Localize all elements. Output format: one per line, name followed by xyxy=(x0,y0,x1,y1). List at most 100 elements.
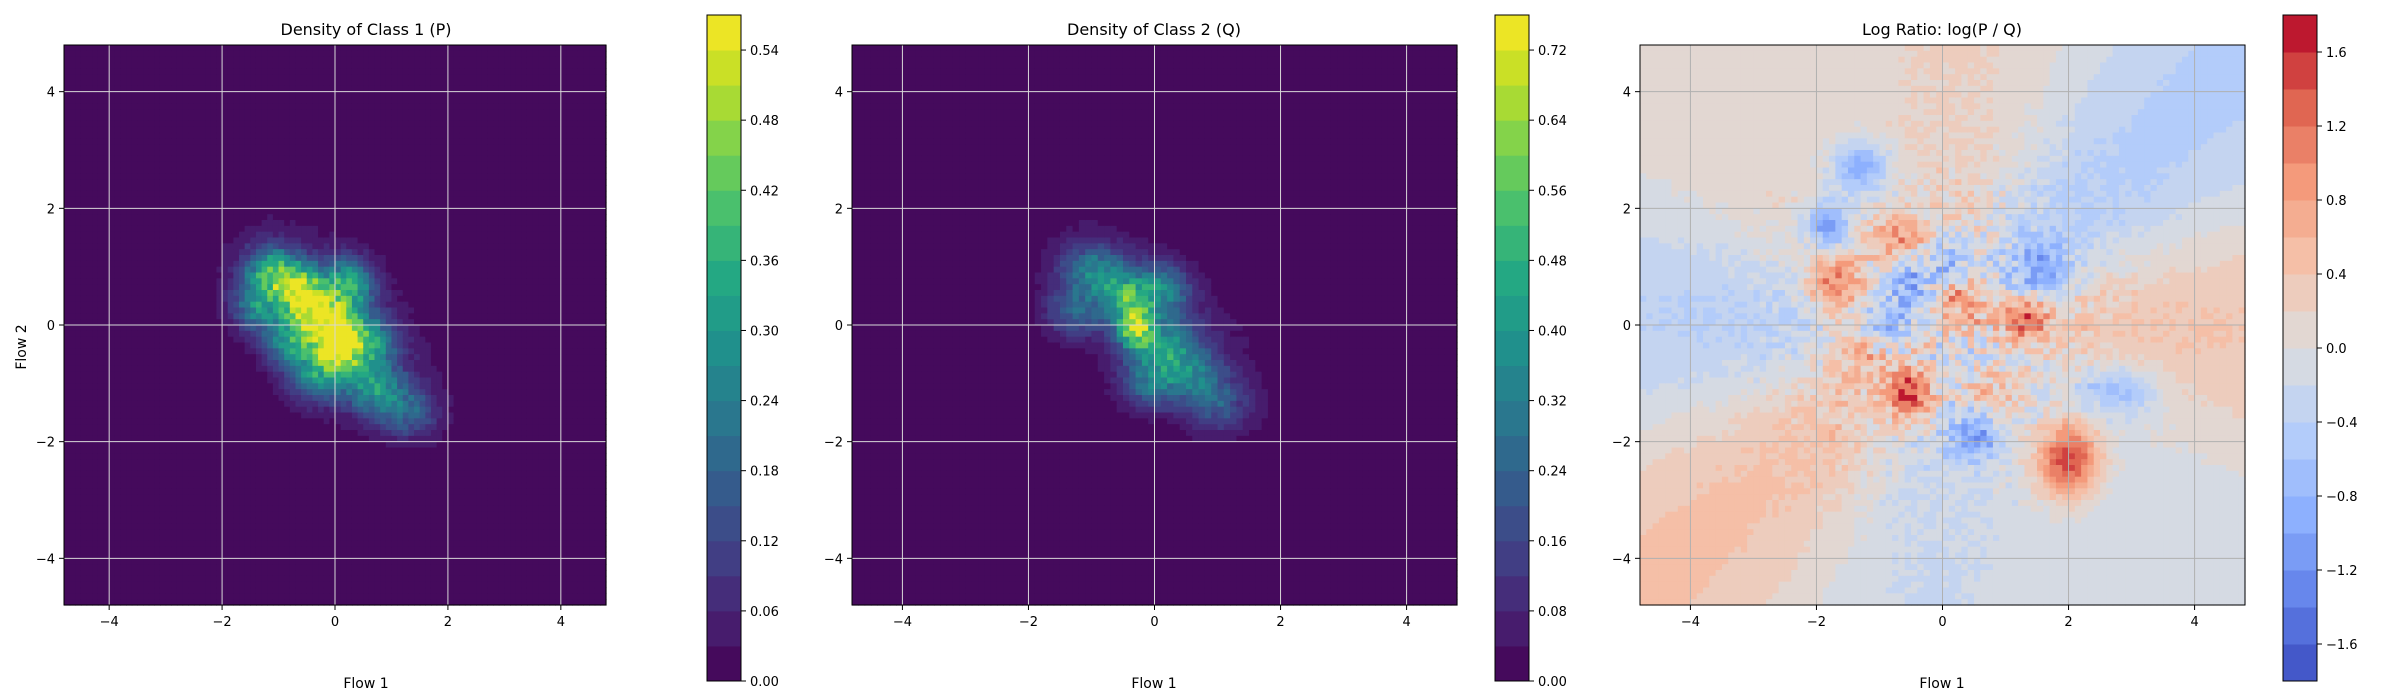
heat-cell xyxy=(165,301,172,309)
heat-cell xyxy=(205,336,212,344)
heat-cell xyxy=(312,395,319,402)
heat-cell xyxy=(205,389,212,396)
heat-cell xyxy=(199,342,206,349)
heat-cell xyxy=(346,266,353,274)
heat-cell xyxy=(80,103,88,110)
heat-cell xyxy=(340,517,347,524)
heat-cell xyxy=(261,459,268,466)
heat-cell xyxy=(137,441,144,449)
heat-cell xyxy=(114,185,122,192)
heat-cell xyxy=(255,500,263,507)
heat-cell xyxy=(312,50,319,58)
heat-cell xyxy=(193,50,201,58)
heat-cell xyxy=(278,85,285,93)
heat-cell xyxy=(171,301,178,309)
heat-cell xyxy=(103,465,110,472)
heat-cell xyxy=(205,564,212,571)
heat-cell xyxy=(64,575,71,583)
heat-cell xyxy=(92,336,99,344)
heat-cell xyxy=(159,50,167,58)
heat-cell xyxy=(261,220,268,227)
heat-cell xyxy=(210,237,218,244)
heat-cell xyxy=(69,523,76,530)
heat-cell xyxy=(165,406,172,414)
heat-cell xyxy=(318,336,325,344)
heat-cell xyxy=(295,132,302,139)
heat-cell xyxy=(351,80,359,87)
heat-cell xyxy=(165,196,172,204)
heat-cell xyxy=(278,284,285,291)
heat-cell xyxy=(131,435,138,443)
heat-cell xyxy=(323,319,330,326)
heat-cell xyxy=(284,80,291,87)
heat-cell xyxy=(69,465,76,472)
heat-cell xyxy=(92,284,99,291)
heat-cell xyxy=(284,336,291,344)
heat-cell xyxy=(244,505,251,513)
heat-cell xyxy=(244,552,251,559)
heat-cell xyxy=(182,494,189,501)
heat-cell xyxy=(250,109,257,116)
heat-cell xyxy=(284,313,291,320)
heat-cell xyxy=(255,400,263,408)
heat-cell xyxy=(244,185,251,192)
heat-cell xyxy=(92,144,99,151)
heat-cell xyxy=(255,266,263,274)
heat-cell xyxy=(109,68,116,75)
heat-cell xyxy=(284,255,291,262)
heat-cell xyxy=(301,68,308,75)
heat-cell xyxy=(210,552,218,559)
heat-cell xyxy=(182,120,189,128)
heat-cell xyxy=(261,97,268,104)
heat-cell xyxy=(97,68,105,75)
heat-cell xyxy=(239,80,246,87)
heat-cell xyxy=(103,74,110,81)
heat-cell xyxy=(131,255,138,262)
heat-cell xyxy=(75,523,82,530)
heat-cell xyxy=(267,570,274,577)
heat-cell xyxy=(289,295,297,303)
heat-cell xyxy=(329,441,336,449)
heat-cell xyxy=(114,214,122,221)
heat-cell xyxy=(97,441,105,449)
heat-cell xyxy=(255,307,263,314)
heat-cell xyxy=(312,354,319,361)
heat-cell xyxy=(205,383,212,390)
heat-cell xyxy=(86,155,93,163)
heat-cell xyxy=(176,354,184,361)
heat-cell xyxy=(143,564,150,571)
heat-cell xyxy=(239,319,246,326)
heat-cell xyxy=(267,97,274,104)
heat-cell xyxy=(69,109,76,116)
heat-cell xyxy=(318,319,325,326)
heat-cell xyxy=(148,424,155,431)
heat-cell xyxy=(216,336,223,344)
heat-cell xyxy=(295,301,302,309)
heat-cell xyxy=(75,389,82,396)
heat-cell xyxy=(306,535,314,542)
heat-cell xyxy=(75,196,82,204)
heat-cell xyxy=(182,575,189,583)
heat-cell xyxy=(335,348,342,355)
heat-cell xyxy=(323,301,330,309)
heat-cell xyxy=(114,470,122,478)
heat-cell xyxy=(312,342,319,349)
heat-cell xyxy=(97,505,105,513)
heat-cell xyxy=(109,74,116,81)
heat-cell xyxy=(267,441,274,449)
heat-cell xyxy=(244,243,251,250)
heat-cell xyxy=(165,155,172,163)
heat-cell xyxy=(97,272,105,279)
heat-cell xyxy=(114,354,122,361)
heat-cell xyxy=(114,144,122,151)
heat-cell xyxy=(216,144,223,151)
heat-cell xyxy=(301,62,308,69)
heat-cell xyxy=(148,476,155,484)
heat-cell xyxy=(222,581,229,589)
heat-cell xyxy=(103,535,110,542)
heat-cell xyxy=(92,325,99,332)
heat-cell xyxy=(154,400,161,408)
heat-cell xyxy=(80,319,88,326)
heat-cell xyxy=(284,342,291,349)
heat-cell xyxy=(351,500,359,507)
